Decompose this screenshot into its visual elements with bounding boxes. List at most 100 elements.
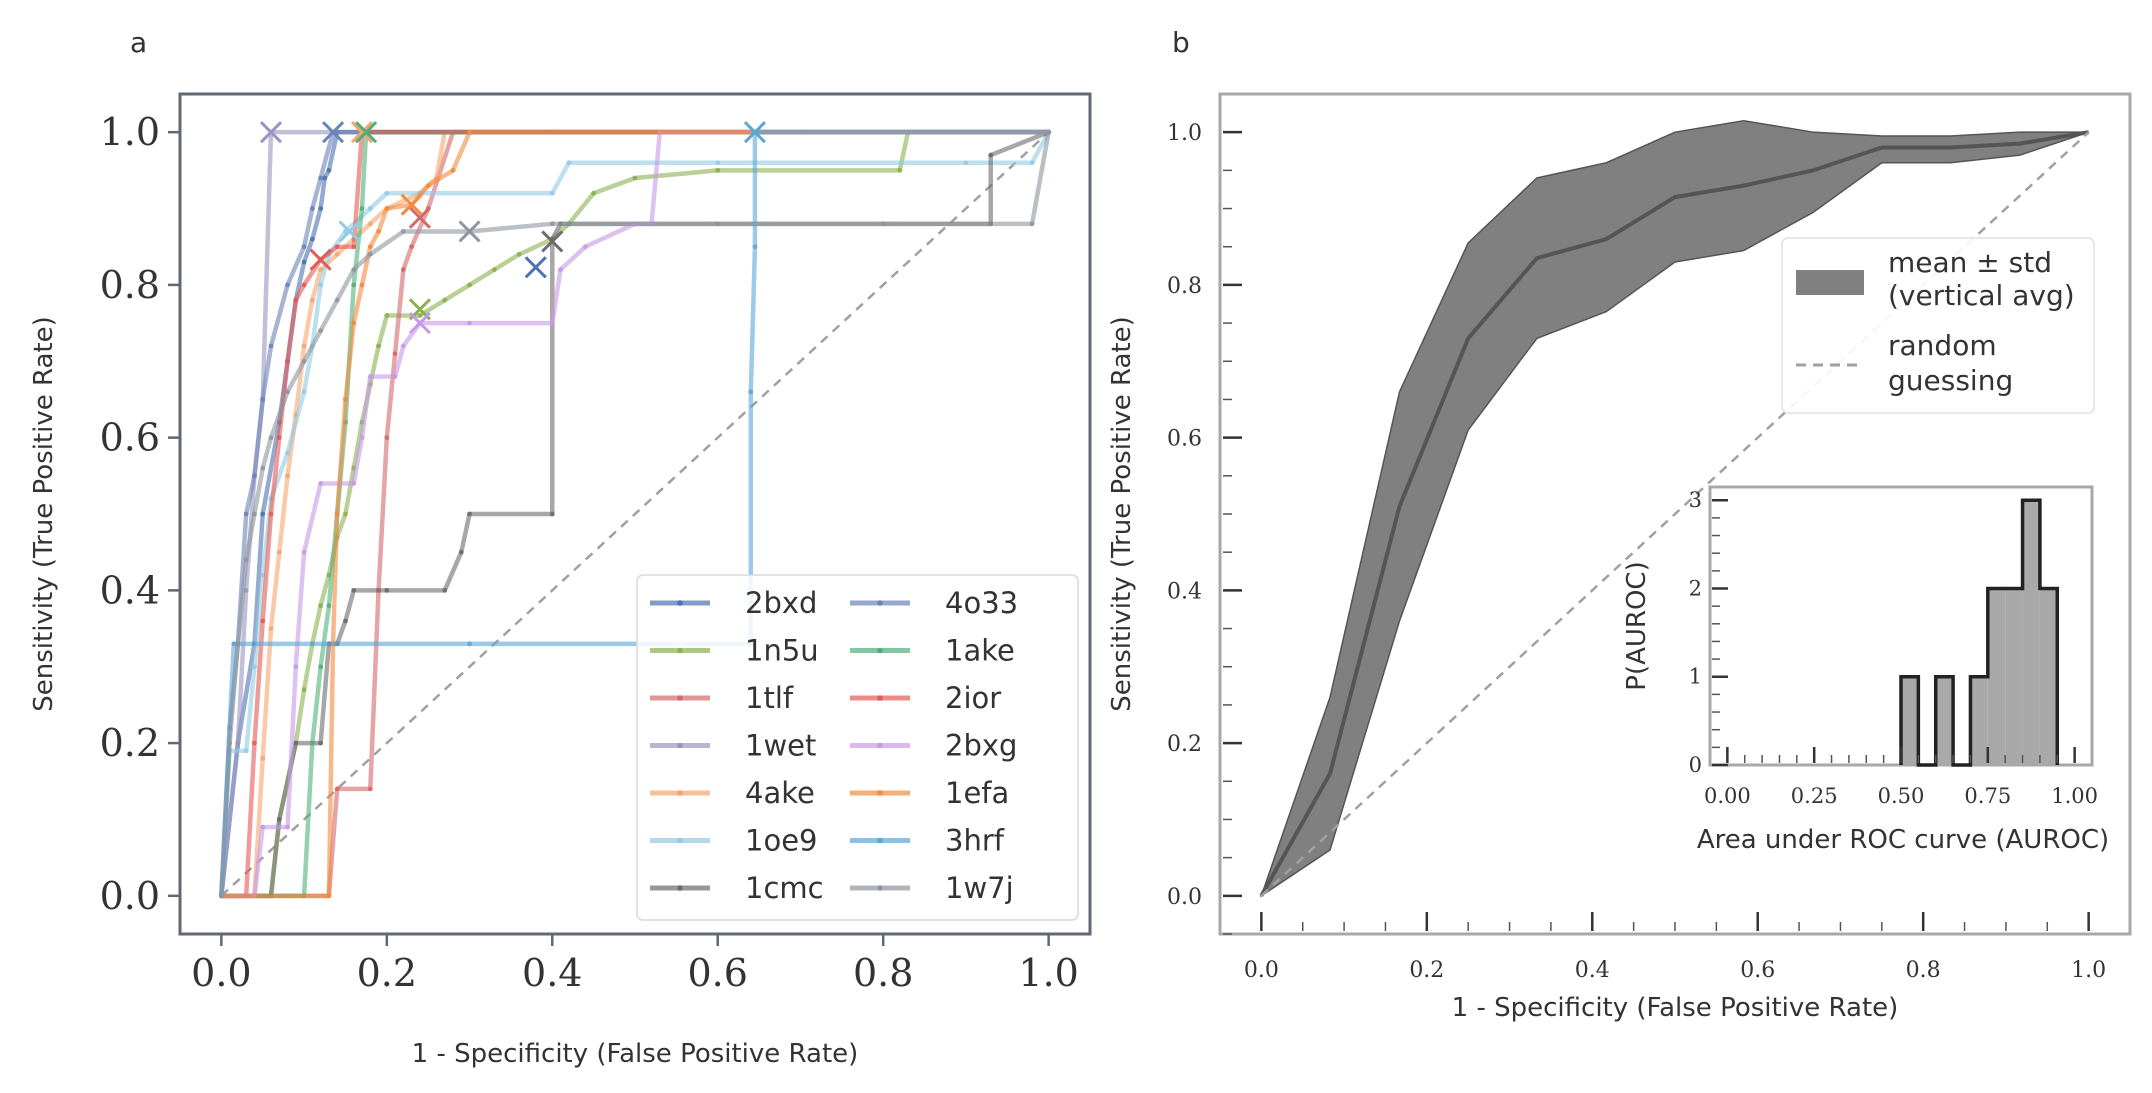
roc-point-2bxg xyxy=(260,824,266,830)
x-tick-label-b: 1.0 xyxy=(2071,958,2106,983)
roc-point-1oe9 xyxy=(301,389,307,395)
roc-point-1tlf xyxy=(409,244,415,250)
y-axis-label-b: Sensitivity (True Positive Rate) xyxy=(1107,316,1137,712)
roc-point-1w7j xyxy=(400,229,406,234)
roc-point-4o33 xyxy=(318,175,324,181)
roc-point-1w7j xyxy=(235,641,241,647)
legend-label-4o33: 4o33 xyxy=(945,586,1018,620)
roc-line-1oe9 xyxy=(219,131,1051,896)
roc-point-1cmc xyxy=(442,587,448,593)
roc-point-4ake xyxy=(268,626,274,631)
roc-point-2ior xyxy=(268,511,274,517)
roc-point-4ake xyxy=(260,755,266,761)
legend-dot-1ake xyxy=(877,647,883,654)
optimal-marker-4ake xyxy=(350,121,374,144)
roc-chart-a: 0.0 0.2 0.4 0.6 0.8 1.0 0.0 0.2 0.4 0.6 0.8 1.0 1 -… xyxy=(29,92,1092,1069)
histogram-bar xyxy=(2022,500,2040,765)
roc-point-1tlf xyxy=(367,786,373,792)
optimal-marker-1efa xyxy=(400,193,423,216)
y-tick-label-b: 0.6 xyxy=(1167,427,1202,452)
optimal-marker-2bxg xyxy=(408,312,431,335)
optimal-marker-1cmc xyxy=(541,230,564,253)
legend-label-band-2: (vertical avg) xyxy=(1888,279,2075,312)
roc-point-3hrf xyxy=(748,389,754,395)
legend-dot-1wet xyxy=(677,742,683,749)
panel-label-b: b xyxy=(1172,26,1190,59)
roc-point-1ake xyxy=(326,603,332,609)
optimal-marker-1ake xyxy=(355,121,378,144)
roc-point-2bxg xyxy=(549,320,555,326)
roc-point-4o33 xyxy=(309,206,315,211)
roc-point-1n5u xyxy=(301,687,307,693)
x-tick-label-a: 0.0 xyxy=(191,951,251,995)
legend-dot-1n5u xyxy=(677,647,683,654)
roc-point-1n5u xyxy=(376,343,381,349)
roc-point-1w7j xyxy=(318,328,324,334)
roc-point-1efa xyxy=(334,511,340,517)
legend-label-1cmc: 1cmc xyxy=(745,871,824,905)
roc-point-2bxg xyxy=(318,481,324,486)
y-tick-label-b: 0.8 xyxy=(1167,274,1202,299)
roc-point-2bxg xyxy=(359,435,365,441)
legend-label-1w7j: 1w7j xyxy=(945,871,1014,905)
roc-point-1tlf xyxy=(334,786,340,792)
legend-dot-1oe9 xyxy=(677,837,683,844)
roc-line-1n5u xyxy=(221,129,1049,899)
roc-point-1efa xyxy=(425,183,431,189)
roc-point-1cmc xyxy=(343,618,348,624)
roc-point-1cmc xyxy=(276,817,282,822)
x-tick-label-a: 0.6 xyxy=(688,951,748,995)
mean-roc-chart-b: 0.0 0.2 0.4 0.6 0.8 1.0 0.0 0.2 0.4 0.6 0.8 1.0 1 -… xyxy=(1107,92,2132,1023)
inset-y-tick-label: 3 xyxy=(1689,488,1702,512)
roc-point-2bxg xyxy=(558,267,563,273)
roc-point-2bxg xyxy=(467,320,472,326)
y-tick-label-a: 0.0 xyxy=(100,874,160,918)
roc-line-1w7j xyxy=(219,131,1051,896)
roc-point-2bxd xyxy=(326,167,332,173)
roc-point-1cmc xyxy=(293,740,299,746)
std-band xyxy=(1259,119,2089,898)
roc-point-2ior xyxy=(351,244,357,250)
inset-y-tick-label: 2 xyxy=(1689,576,1702,600)
y-tick-label-a: 0.2 xyxy=(100,721,160,765)
legend-label-2bxd: 2bxd xyxy=(745,586,817,620)
roc-point-2ior xyxy=(285,358,290,364)
y-tick-label-a: 0.8 xyxy=(100,263,160,307)
roc-point-1n5u xyxy=(417,313,423,318)
legend-label-1wet: 1wet xyxy=(745,729,816,763)
roc-point-4ake xyxy=(285,473,290,479)
roc-point-1n5u xyxy=(897,167,903,173)
roc-point-1w7j xyxy=(301,358,307,364)
roc-point-1oe9 xyxy=(243,748,249,754)
roc-point-1efa xyxy=(384,206,390,211)
roc-point-1w7j xyxy=(880,221,886,227)
optimal-marker-2ior xyxy=(309,248,332,271)
optimal-marker-1oe9 xyxy=(338,220,361,243)
optimal-marker-4o33 xyxy=(321,121,345,144)
x-tick-label-a: 0.8 xyxy=(853,951,913,995)
roc-point-2ior xyxy=(260,618,266,624)
inset-x-tick-label: 0.00 xyxy=(1704,784,1751,808)
legend-dot-2bxg xyxy=(877,742,883,749)
roc-point-3hrf xyxy=(467,641,472,647)
roc-point-1w7j xyxy=(218,893,224,899)
roc-point-1cmc xyxy=(458,549,464,555)
roc-point-1w7j xyxy=(715,221,721,227)
roc-point-1w7j xyxy=(367,251,373,257)
roc-point-1oe9 xyxy=(566,160,572,166)
inset-y-tick-label: 0 xyxy=(1689,753,1702,777)
roc-point-2bxd xyxy=(260,511,266,517)
inset-y-tick-label: 1 xyxy=(1689,665,1702,689)
histogram-outline xyxy=(1899,498,2060,767)
inset-x-tick-label: 0.50 xyxy=(1878,784,1925,808)
legend-dot-4o33 xyxy=(877,600,883,606)
x-tick-label-a: 1.0 xyxy=(1018,951,1078,995)
roc-point-1n5u xyxy=(591,190,597,196)
inset-x-tick-label: 1.00 xyxy=(2051,784,2098,808)
auroc-histogram-inset: 0.00 0.25 0.50 0.75 1.00 0 1 2 3 Area under ROC … xyxy=(1622,485,2109,855)
roc-point-2bxg xyxy=(392,374,398,379)
legend-label-1tlf: 1tlf xyxy=(745,681,794,715)
roc-point-3hrf xyxy=(231,641,237,647)
roc-point-2ior xyxy=(293,297,299,303)
roc-point-2ior xyxy=(334,244,340,250)
